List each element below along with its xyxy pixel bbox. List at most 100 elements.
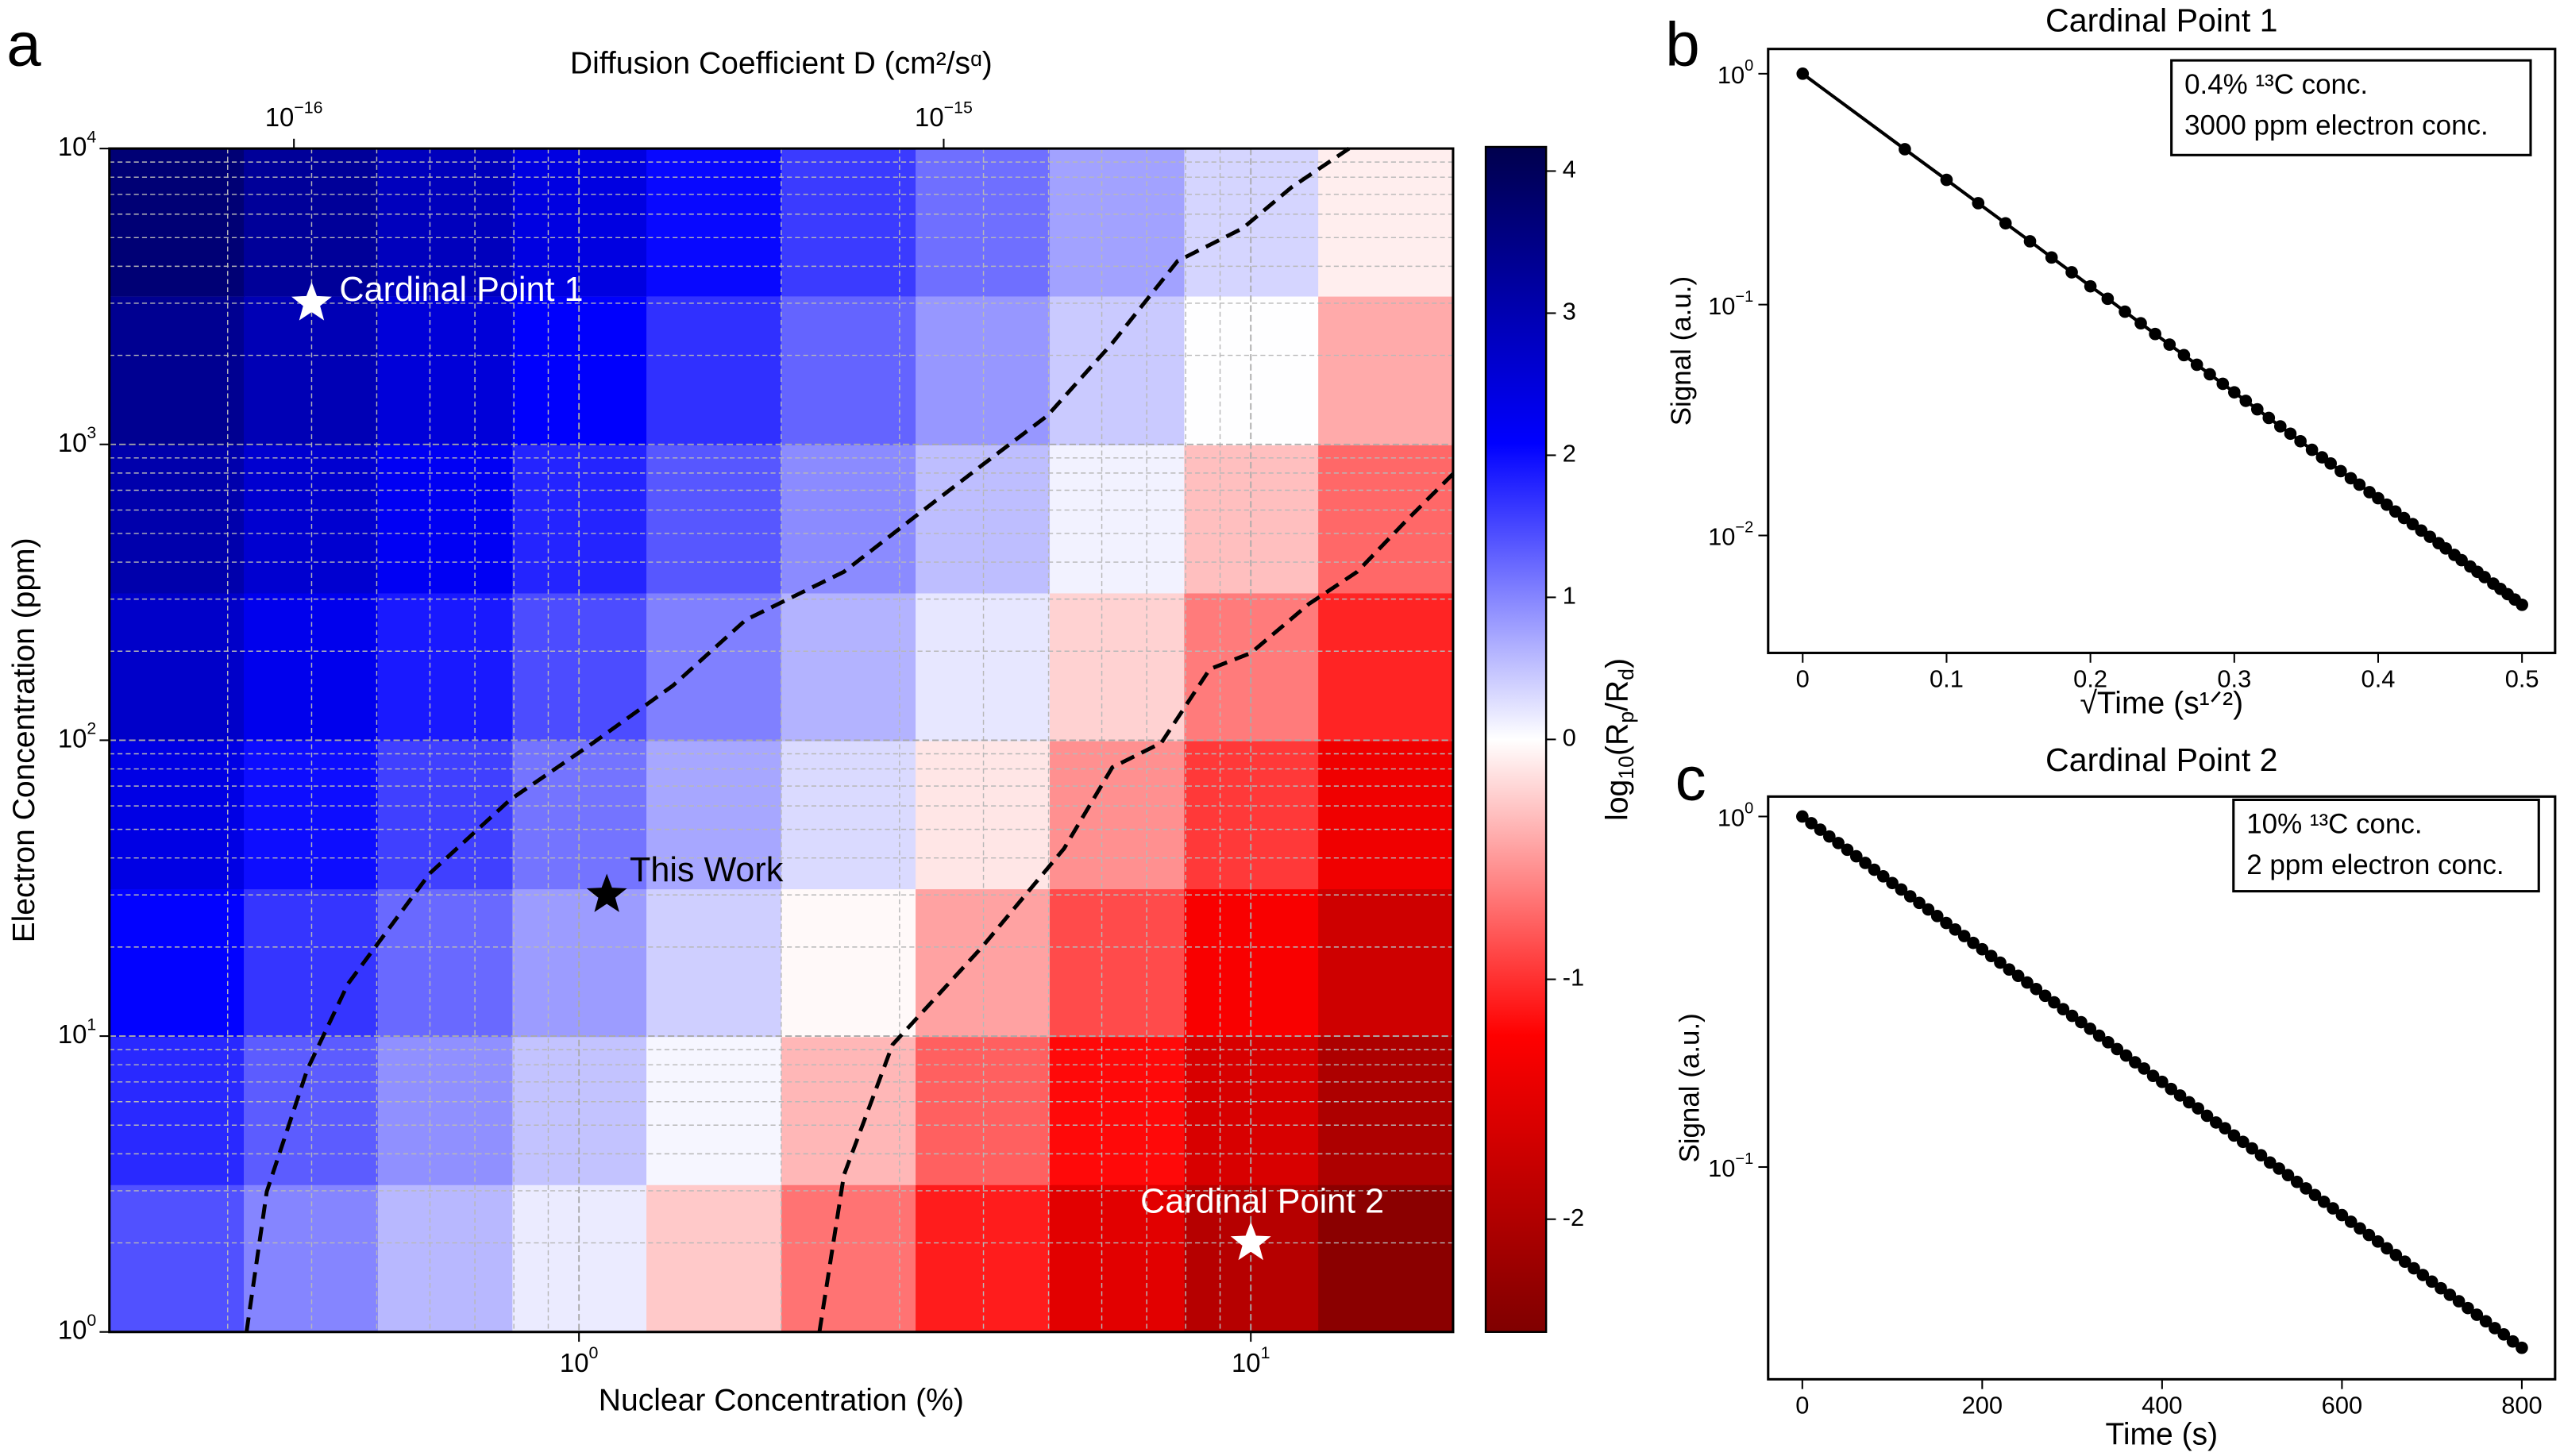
data-point <box>2388 505 2402 518</box>
heatmap-cell <box>1318 1036 1453 1185</box>
data-point <box>2381 1242 2393 1255</box>
tick-label-base: 10 <box>915 102 944 132</box>
data-point <box>2065 266 2078 279</box>
data-point <box>1814 823 1827 836</box>
data-point <box>2315 451 2329 464</box>
data-point <box>2216 377 2230 391</box>
heatmap-cell <box>646 148 783 297</box>
heatmap-cell <box>109 148 245 297</box>
heatmap-cell <box>1184 888 1320 1038</box>
tick-label: 0.2 <box>2073 665 2107 693</box>
data-point <box>1984 949 1998 962</box>
data-point <box>1868 863 1881 876</box>
data-point <box>2406 518 2419 530</box>
tick-label-exponent: 3 <box>87 423 96 442</box>
heatmap-cell <box>512 1036 648 1185</box>
colorbar-tick-label: -1 <box>1563 964 1584 992</box>
annotation-text: 0.4% ¹³C conc. <box>2184 69 2368 100</box>
heatmap-cell <box>781 888 917 1038</box>
data-point <box>1832 837 1845 849</box>
data-point <box>2506 1335 2520 1348</box>
data-point <box>2416 1269 2430 1281</box>
heatmap-cell <box>1050 1036 1186 1185</box>
tick-label-base: 10 <box>58 427 87 456</box>
heatmap-cell <box>916 1036 1051 1185</box>
heatmap-cell <box>1050 148 1186 297</box>
heatmap-cell <box>109 592 245 741</box>
data-point <box>1922 903 1935 916</box>
data-point <box>2516 598 2528 611</box>
colorbar-label: log10(Rp/Rd) <box>1601 658 1638 821</box>
data-point <box>2308 1188 2322 1202</box>
tick-label: 10−1 <box>1708 288 1753 320</box>
x-axis-label: Time (s) <box>2105 1418 2218 1452</box>
tick-label: 0.5 <box>2505 665 2539 693</box>
y-axis-label: Signal (a.u.) <box>1666 276 1697 426</box>
heatmap-cell <box>109 888 245 1038</box>
tick-label-base: 10 <box>1232 1348 1261 1377</box>
data-point <box>2284 427 2297 441</box>
heatmap-cell <box>1050 444 1186 594</box>
data-point <box>1930 910 1944 923</box>
tick-label-exponent: 2 <box>87 718 96 738</box>
heatmap-cell <box>1318 740 1453 890</box>
heatmap-cell <box>377 1036 514 1185</box>
tick-label: 10−2 <box>1708 519 1753 551</box>
data-point <box>1957 930 1971 942</box>
data-point <box>1967 936 1980 949</box>
data-point <box>2470 1308 2484 1321</box>
heatmap-cell <box>377 592 514 741</box>
data-point <box>2439 541 2452 555</box>
tick-label-base: 10 <box>560 1348 589 1377</box>
data-point <box>2435 1281 2447 1295</box>
tick-label-exponent: −1 <box>1735 1150 1753 1168</box>
tick-label-base: 10 <box>58 132 87 161</box>
data-point <box>2372 491 2385 505</box>
tick-label: 103 <box>58 423 96 457</box>
tick-label: 102 <box>58 718 96 753</box>
plot-frame <box>1767 795 2557 1381</box>
data-point <box>2030 982 2043 996</box>
data-point <box>2227 1129 2241 1142</box>
tick-label: 10−1 <box>1708 1150 1753 1182</box>
marker-label: Cardinal Point 2 <box>1140 1183 1384 1221</box>
data-point <box>2262 411 2276 425</box>
data-point <box>2478 571 2491 584</box>
data-point <box>2236 1135 2250 1149</box>
heatmap-cell <box>1184 1036 1320 1185</box>
data-point <box>2101 292 2115 306</box>
heatmap-cell <box>512 592 648 741</box>
tick-label-exponent: −16 <box>294 98 322 117</box>
y-axis-label: Electron Concentration (ppm) <box>7 537 41 942</box>
data-point <box>1895 883 1908 896</box>
tick-label: 0 <box>1795 1391 1809 1419</box>
data-point <box>2497 1328 2511 1341</box>
data-point <box>2489 1322 2501 1335</box>
tick-label-base: 10 <box>1718 61 1745 89</box>
heatmap-cell <box>916 888 1051 1038</box>
data-point <box>2045 251 2058 264</box>
tick-label-exponent: −1 <box>1735 288 1753 306</box>
data-point <box>2516 1341 2528 1354</box>
panel-label: b <box>1665 9 1699 79</box>
data-point <box>2146 1069 2160 1082</box>
tick-label: 0.3 <box>2217 665 2251 693</box>
heatmap-cell <box>1050 1184 1186 1333</box>
data-point <box>1849 849 1863 863</box>
heatmap-cell <box>109 296 245 445</box>
panel-label: c <box>1675 744 1706 814</box>
data-point <box>1876 870 1890 883</box>
colorbar <box>1484 145 1548 1333</box>
data-point <box>2273 420 2287 433</box>
colorbar-label-sub: d <box>1614 668 1638 680</box>
tick-label-base: 10 <box>58 723 87 753</box>
tick-label-base: 10 <box>1708 1154 1735 1182</box>
tick-label-exponent: −15 <box>944 98 973 117</box>
data-point <box>2219 1122 2231 1134</box>
heatmap-cell <box>109 444 245 594</box>
tick-label: 101 <box>58 1015 96 1049</box>
tick-label: 600 <box>2322 1391 2362 1419</box>
annotation-text: 10% ¹³C conc. <box>2246 809 2422 840</box>
data-point <box>2183 1096 2196 1109</box>
heatmap-cell <box>1318 888 1453 1038</box>
